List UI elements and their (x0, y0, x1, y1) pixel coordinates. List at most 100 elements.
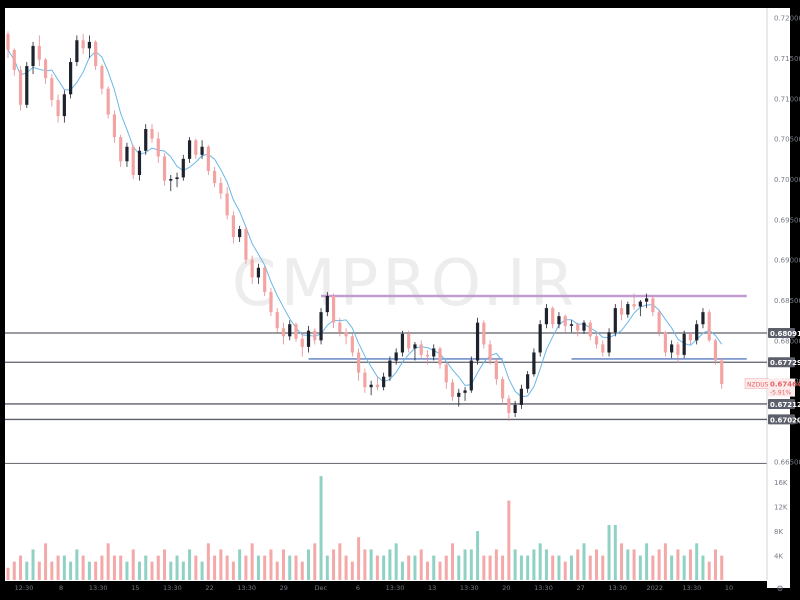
candle-body (344, 332, 348, 337)
time-tick-label: 13 (428, 584, 436, 592)
candle-body (507, 398, 511, 413)
volume-bar (50, 561, 54, 580)
volume-bar (507, 500, 511, 580)
candle-body (538, 324, 542, 353)
volume-bar (112, 555, 116, 580)
volume-bar (44, 543, 48, 580)
candle-body (676, 344, 680, 355)
candle-body (144, 129, 148, 151)
volume-bar (25, 561, 29, 580)
volume-bar (213, 555, 217, 580)
volume-bar (670, 555, 674, 580)
volume-bar (394, 543, 398, 580)
volume-bar (313, 543, 317, 580)
candle-body (400, 333, 405, 353)
candle-body (87, 41, 91, 49)
candle-body (444, 364, 448, 383)
level-badge (768, 398, 795, 409)
candle-body (250, 259, 254, 278)
candle-body (288, 324, 292, 337)
volume-bar (200, 561, 204, 580)
symbol-label: NZDUSD (747, 382, 773, 389)
candle-body (357, 352, 361, 373)
volume-bar (363, 549, 367, 580)
volume-bar (31, 549, 35, 580)
candle-body (501, 379, 505, 399)
volume-bar (238, 549, 242, 580)
volume-bar (632, 549, 636, 580)
time-tick-label: 20 (502, 584, 510, 592)
volume-bar (150, 561, 154, 580)
volume-bar (325, 555, 329, 580)
candle-body (413, 344, 417, 349)
volume-bar (194, 555, 198, 580)
volume-bar (538, 543, 542, 580)
candle-body (331, 296, 336, 323)
candle-body (350, 336, 354, 353)
candle-body (695, 324, 699, 341)
candle-body (313, 330, 317, 341)
volume-bar (513, 549, 517, 580)
volume-bar (695, 543, 699, 580)
volume-bar (407, 555, 411, 580)
volume-bar (332, 549, 336, 580)
volume-bar (488, 555, 492, 580)
candle-body (582, 322, 586, 331)
volume-bar (444, 555, 448, 580)
candle-body (56, 99, 60, 117)
volume-bar (163, 549, 167, 580)
candle-body (613, 308, 617, 333)
volume-bar (12, 561, 16, 580)
volume-bar (156, 555, 160, 580)
candle-body (131, 146, 135, 175)
volume-bar (100, 555, 104, 580)
level-label: 0.68091 (770, 330, 800, 338)
volume-bar (557, 555, 561, 580)
candle-body (688, 333, 693, 341)
candle-body (519, 388, 523, 405)
volume-bar (607, 525, 611, 580)
time-tick-label: 13:30 (89, 584, 108, 592)
time-tick-label: 13:30 (683, 584, 702, 592)
candle-body (156, 138, 160, 157)
candle-body (31, 45, 35, 67)
volume-bar (620, 543, 624, 580)
volume-bar (682, 555, 686, 580)
volume-bar (588, 555, 592, 580)
current-change-label: -5.91% (770, 390, 792, 397)
volume-tick-label: 12K (774, 504, 788, 512)
candle-body (388, 360, 392, 377)
volume-bar (595, 549, 599, 580)
volume-bar (338, 543, 342, 580)
volume-bar (663, 543, 667, 580)
candle-body (162, 156, 167, 181)
volume-bar (645, 543, 649, 580)
candle-body (37, 45, 41, 60)
candle-body (563, 316, 567, 326)
volume-bar (181, 561, 185, 580)
volume-bar (713, 549, 717, 580)
volume-bar (169, 561, 173, 580)
time-tick-label: 13:30 (386, 584, 405, 592)
candle-body (94, 41, 98, 67)
candle-body (75, 40, 79, 63)
level-label: 0.67212 (770, 401, 800, 409)
level-badge (768, 414, 795, 425)
volume-bar (707, 561, 711, 580)
volume-bar (651, 555, 655, 580)
volume-bar (206, 543, 210, 580)
candle-body (720, 360, 724, 384)
candle-body (100, 66, 104, 89)
candle-body (275, 312, 279, 329)
candle-body (369, 384, 373, 388)
volume-bar (544, 549, 548, 580)
volume-bar (532, 549, 536, 580)
volume-bar (582, 543, 586, 580)
volume-bar (344, 555, 348, 580)
time-tick-label: 13:30 (608, 584, 627, 592)
